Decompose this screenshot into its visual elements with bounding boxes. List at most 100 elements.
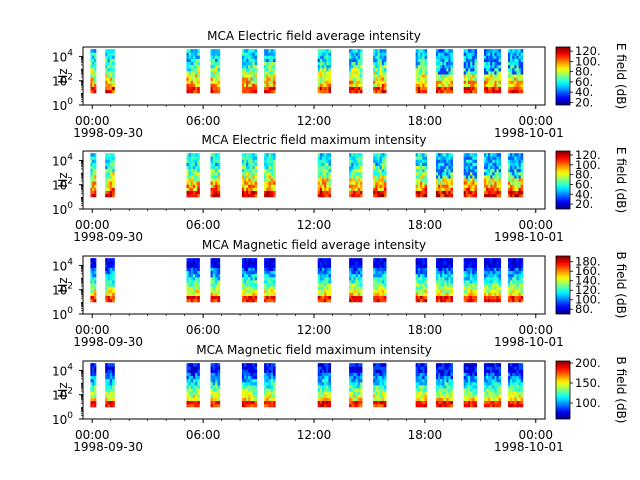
heatmap-cell <box>490 64 493 69</box>
heatmap-cell <box>357 295 361 300</box>
heatmap-cell <box>417 366 421 370</box>
heatmap-cell <box>417 159 421 163</box>
heatmap-cell <box>359 49 363 53</box>
heatmap-cell <box>212 159 216 163</box>
heatmap-cell <box>217 83 221 88</box>
heatmap-cell <box>520 369 524 373</box>
heatmap-cell <box>186 153 190 157</box>
heatmap-cell <box>357 394 361 398</box>
heatmap-cell <box>210 289 214 293</box>
heatmap-cell <box>270 162 274 167</box>
heatmap-cell <box>266 71 269 75</box>
heatmap-cell <box>192 286 196 290</box>
heatmap-cell <box>270 397 274 402</box>
heatmap-cell <box>518 363 522 367</box>
heatmap-cell <box>254 153 258 157</box>
heatmap-cell <box>424 168 428 173</box>
heatmap-cell <box>322 283 325 287</box>
heatmap-cell <box>195 165 198 170</box>
heatmap-cell <box>351 286 354 290</box>
heatmap-cell <box>351 403 354 408</box>
heatmap-cell <box>510 286 513 290</box>
heatmap-cell <box>520 381 524 386</box>
heatmap-cell <box>326 283 329 287</box>
heatmap-cell <box>490 363 493 367</box>
heatmap-cell <box>383 55 387 59</box>
heatmap-cell <box>474 283 478 287</box>
heatmap-cell <box>444 283 447 287</box>
heatmap-cell <box>112 61 115 66</box>
heatmap-cell <box>192 391 196 395</box>
heatmap-cell <box>355 280 359 284</box>
heatmap-cell <box>465 175 469 179</box>
heatmap-cell <box>212 378 216 383</box>
heatmap-cell <box>355 187 359 192</box>
heatmap-cell <box>516 67 519 72</box>
heatmap-cell <box>417 80 421 84</box>
heatmap-cell <box>484 289 487 293</box>
y-axis-label: Hz <box>56 382 70 397</box>
heatmap-cell <box>210 369 214 373</box>
heatmap-cell <box>379 292 383 297</box>
heatmap-cell <box>494 385 497 389</box>
heatmap-cell <box>322 86 325 91</box>
heatmap-cell <box>212 366 216 370</box>
heatmap-cell <box>488 280 491 284</box>
heatmap-cell <box>351 184 354 188</box>
heatmap-cell <box>105 295 108 300</box>
heatmap-cell <box>355 391 359 395</box>
heatmap-cell <box>381 89 385 94</box>
heatmap-cell <box>463 165 467 170</box>
heatmap-cell <box>105 175 108 179</box>
heatmap-cell <box>186 372 190 377</box>
heatmap-cell <box>272 64 276 69</box>
heatmap-cell <box>90 403 93 408</box>
heatmap-cell <box>107 187 111 192</box>
heatmap-cell <box>383 388 387 392</box>
heatmap-cell <box>520 378 524 383</box>
heatmap-cell <box>510 378 513 383</box>
heatmap-cell <box>254 391 258 395</box>
heatmap-cell <box>195 375 198 380</box>
heatmap-cell <box>486 77 489 81</box>
heatmap-cell <box>468 83 471 88</box>
heatmap-cell <box>486 289 489 293</box>
heatmap-cell <box>444 403 447 408</box>
heatmap-cell <box>484 86 487 91</box>
heatmap-cell <box>268 267 272 272</box>
heatmap-cell <box>317 366 321 370</box>
heatmap-cell <box>442 193 445 198</box>
heatmap-cell <box>272 67 276 72</box>
heatmap-cell <box>470 280 473 284</box>
heatmap-cell <box>109 270 113 275</box>
heatmap-cell <box>463 258 467 262</box>
heatmap-cell <box>244 181 247 185</box>
x-tick-label: 00:00 <box>518 323 553 337</box>
heatmap-cell <box>317 286 321 290</box>
heatmap-cell <box>377 71 381 75</box>
heatmap-cell <box>448 80 451 84</box>
heatmap-cell <box>317 67 321 72</box>
heatmap-cell <box>512 184 515 188</box>
heatmap-cell <box>498 372 502 377</box>
heatmap-cell <box>468 80 471 84</box>
y-tick-label: 102 <box>52 177 73 193</box>
heatmap-cell <box>463 391 467 395</box>
heatmap-cell <box>210 74 214 78</box>
heatmap-cell <box>192 181 196 185</box>
heatmap-cell <box>326 289 329 293</box>
heatmap-cell <box>492 178 495 182</box>
heatmap-cell <box>349 55 352 59</box>
heatmap-cell <box>241 264 245 268</box>
heatmap-cell <box>450 187 453 192</box>
heatmap-cell <box>435 171 439 176</box>
heatmap-cell <box>217 394 221 398</box>
heatmap-cell <box>486 89 489 94</box>
heatmap-cell <box>490 83 493 88</box>
heatmap-cell <box>112 400 115 405</box>
heatmap-cell <box>422 156 425 160</box>
heatmap-cell <box>420 181 423 185</box>
heatmap-cell <box>420 286 423 290</box>
heatmap-cell <box>357 89 361 94</box>
heatmap-cell <box>415 397 419 402</box>
